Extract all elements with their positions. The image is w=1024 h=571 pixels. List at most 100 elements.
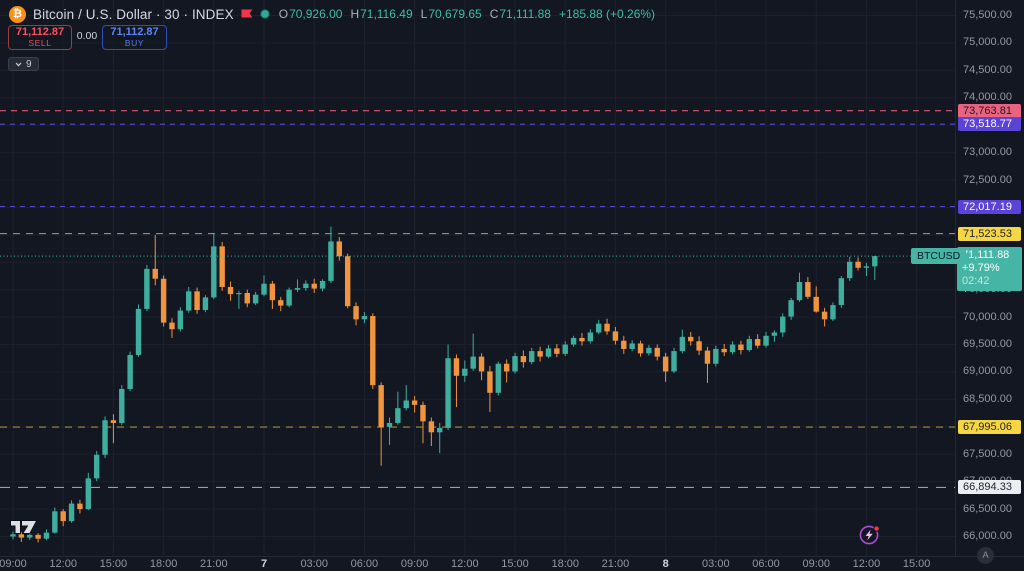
candle-body — [579, 337, 585, 342]
price-tick-label: 66,000.00 — [963, 530, 1012, 542]
candle-body — [127, 354, 133, 389]
candle-body — [863, 266, 870, 268]
candle-body — [788, 300, 794, 317]
sell-price: 71,112.87 — [15, 25, 65, 38]
candle-body — [244, 293, 250, 304]
candle-body — [93, 454, 100, 479]
candle-body — [679, 336, 686, 352]
candle-body — [562, 344, 568, 354]
candle-body — [445, 358, 451, 428]
candle-body — [353, 306, 359, 320]
candle-body — [771, 332, 778, 336]
candle-body — [554, 348, 560, 354]
price-tick-label: 74,500.00 — [963, 63, 1012, 76]
time-tick-label: 12:00 — [852, 558, 881, 570]
buy-button[interactable]: 71,112.87 BUY — [102, 25, 167, 50]
time-axis[interactable]: 09:00 12:00 15:00 18:00 21:00 7 03:00 06:00 09:0… — [0, 557, 955, 571]
symbol-title[interactable]: Bitcoin / U.S. Dollar · 30 · INDEX — [33, 6, 234, 22]
candle-body — [805, 282, 811, 297]
bar-countdown: 02:42 — [962, 275, 990, 288]
time-tick-label: 06:00 — [350, 558, 379, 570]
candle-body — [60, 511, 66, 522]
candle-body — [386, 422, 393, 427]
candle-body — [43, 532, 50, 539]
spread-value: 0.00 — [76, 30, 98, 42]
candle-body — [169, 322, 175, 330]
price-axis-separator — [955, 0, 956, 556]
time-tick-label: 09:00 — [0, 558, 27, 570]
tradingview-logo[interactable] — [9, 516, 39, 538]
candle-body — [395, 408, 401, 423]
candle-body — [278, 300, 284, 306]
price-tick-label: 68,500.00 — [963, 392, 1012, 405]
candle-body — [336, 241, 343, 257]
candle-body — [872, 256, 878, 267]
candle-body — [520, 356, 527, 363]
time-tick-label: 18:00 — [551, 558, 579, 570]
candle-body — [830, 305, 836, 320]
candle-body — [754, 339, 761, 346]
candle-body — [186, 291, 192, 311]
candle-body — [570, 337, 577, 345]
time-tick-label: 06:00 — [752, 558, 780, 570]
price-level-chip: 67,995.06 — [958, 420, 1021, 435]
day-tick-label: 8 — [662, 558, 669, 570]
candle-body — [780, 316, 786, 333]
candle-body — [821, 311, 828, 320]
price-level-chip: 73,763.81 — [958, 103, 1021, 118]
price-tick-label: 75,500.00 — [963, 9, 1012, 21]
sell-button[interactable]: 71,112.87 SELL — [8, 25, 72, 50]
candle-body — [286, 289, 292, 306]
flag-icon[interactable] — [241, 8, 253, 21]
candle-body — [855, 261, 861, 268]
candle-body — [27, 534, 33, 538]
candle-body — [85, 478, 92, 510]
candle-body — [10, 534, 16, 537]
candle-body — [595, 323, 602, 333]
price-tick-label: 70,000.00 — [963, 310, 1012, 323]
candle-count-dropdown[interactable]: 9 — [8, 57, 39, 71]
buy-price: 71,112.87 — [110, 25, 159, 38]
candle-body — [77, 503, 83, 510]
price-axis[interactable]: 71,111.88 +9.79% 02:42 75,500.00 75,000.0… — [956, 0, 1024, 556]
candle-body — [110, 420, 117, 423]
candle-body — [177, 310, 184, 330]
candle-body — [704, 350, 711, 364]
candle-body — [236, 293, 242, 295]
time-axis-separator — [0, 556, 1024, 557]
time-tick-label: 03:00 — [702, 558, 730, 570]
candle-body — [319, 280, 326, 289]
price-tick-label: 69,500.00 — [963, 338, 1012, 351]
chevron-down-icon — [15, 62, 22, 66]
candle-body — [796, 282, 803, 301]
buy-label: BUY — [124, 38, 145, 49]
candle-body — [411, 400, 418, 405]
candle-body — [202, 297, 209, 311]
low-label: L — [420, 7, 428, 21]
time-tick-label: 21:00 — [200, 558, 228, 570]
candle-body — [144, 268, 150, 309]
auto-scale-button[interactable]: A — [977, 547, 994, 564]
candle-body — [344, 256, 351, 307]
price-tick-label: 75,000.00 — [963, 36, 1012, 49]
candle-body — [294, 288, 301, 290]
last-price-change: +9.79% — [962, 262, 1000, 275]
candle-body — [453, 358, 460, 376]
price-level-chip: 73,518.77 — [958, 117, 1021, 132]
candle-body — [420, 404, 426, 422]
candle-body — [478, 356, 485, 372]
lightning-alert-icon[interactable] — [856, 521, 883, 548]
candle-body — [462, 368, 468, 376]
time-tick-label: 15:00 — [99, 558, 128, 570]
symbol-header: ₿ Bitcoin / U.S. Dollar · 30 · INDEX O 70… — [9, 5, 655, 23]
time-tick-label: 12:00 — [49, 558, 77, 570]
market-status-dot-icon[interactable] — [259, 9, 270, 19]
high-label: H — [350, 7, 360, 21]
candle-body — [311, 283, 317, 289]
candle-body — [487, 371, 493, 393]
price-level-chip: 66,894.33 — [958, 480, 1021, 495]
candle-body — [152, 268, 158, 279]
candle-body — [738, 344, 744, 351]
candle-body — [537, 351, 543, 357]
